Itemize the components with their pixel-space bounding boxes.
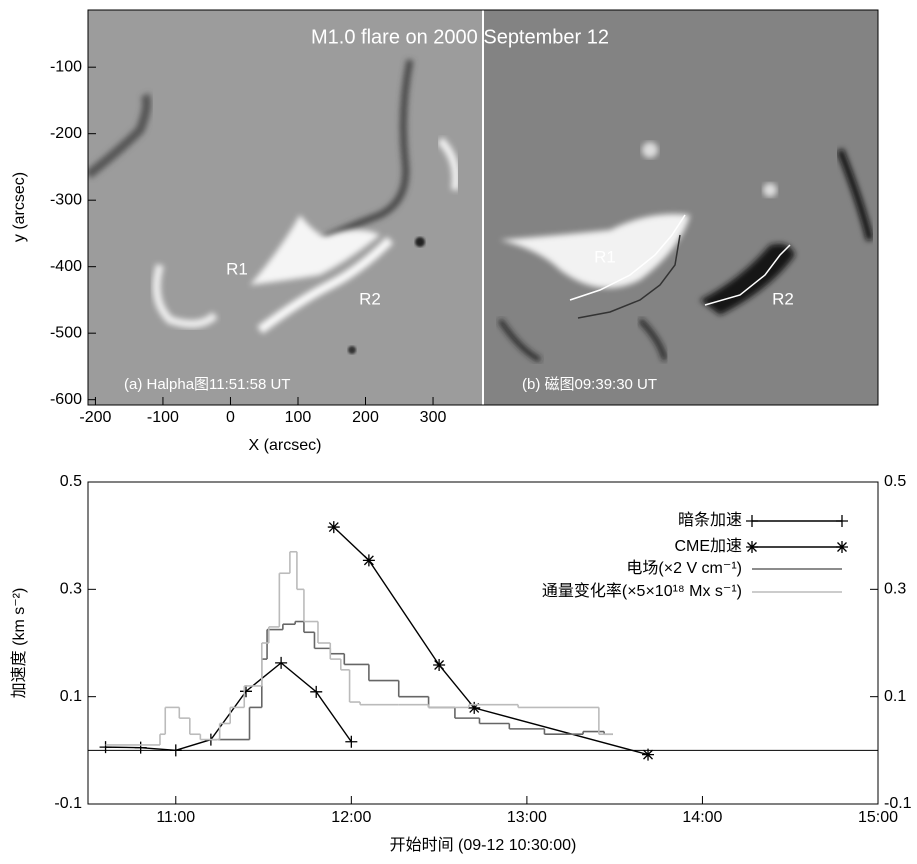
- x-tick-label: 12:00: [331, 809, 371, 826]
- panel-caption: (a) Halpha图11:51:58 UT: [124, 376, 290, 393]
- region-label: R1: [594, 247, 616, 266]
- y-tick-label: -300: [50, 191, 82, 208]
- plus-marker: [169, 744, 182, 757]
- y-tick-label: -600: [50, 391, 82, 408]
- y2-tick-label: 0.1: [884, 688, 906, 705]
- series-line: [105, 661, 352, 752]
- plot-frame: [87, 481, 879, 805]
- region-label: R1: [226, 259, 248, 278]
- x-tick-label: 100: [285, 409, 312, 426]
- y-tick-label: 0.3: [60, 581, 82, 598]
- image-frame: [87, 9, 879, 406]
- legend-label: 电场(×2 V cm⁻¹): [626, 559, 742, 577]
- x-tick-label: 300: [420, 409, 447, 426]
- plus-marker: [134, 741, 147, 754]
- legend-label: 通量变化率(×5×10¹⁸ Mx s⁻¹): [542, 582, 742, 600]
- y-tick-label: 0.1: [60, 688, 82, 705]
- y-axis-label: y (arcsec): [11, 172, 28, 242]
- legend-label: 暗条加速: [678, 511, 742, 529]
- plus-marker: [240, 685, 252, 698]
- plus-marker: [275, 656, 288, 669]
- plus-marker: [746, 515, 758, 527]
- asterisk-marker: [327, 521, 340, 534]
- series-line: [333, 526, 649, 756]
- asterisk-marker: [468, 701, 481, 714]
- plus-marker: [310, 685, 323, 698]
- plus-marker: [99, 741, 112, 754]
- x-tick-label: 11:00: [156, 809, 195, 826]
- x-tick-label: 200: [352, 409, 379, 426]
- asterisk-marker: [362, 554, 375, 567]
- x-tick-label: -200: [79, 409, 111, 426]
- y-tick-label: -400: [50, 258, 82, 275]
- asterisk-marker: [433, 659, 446, 672]
- plus-marker: [345, 735, 358, 748]
- y-tick-label: -500: [50, 324, 82, 341]
- asterisk-marker: [746, 541, 758, 553]
- asterisk-marker: [642, 748, 655, 761]
- x-axis-label: 开始时间 (09-12 10:30:00): [390, 836, 577, 854]
- y2-tick-label: 0.5: [884, 473, 906, 490]
- y2-tick-label: -0.1: [884, 795, 912, 812]
- magnetogram-image: [483, 10, 878, 405]
- x-axis-label: X (arcsec): [249, 437, 322, 454]
- panel-caption: (b) 磁图09:39:30 UT: [522, 376, 657, 393]
- y2-tick-label: 0.3: [884, 581, 906, 598]
- halpha-image: [88, 10, 483, 405]
- y-axis-label: 加速度 (km s⁻²): [10, 588, 28, 699]
- y-tick-label: 0.5: [60, 473, 82, 490]
- x-tick-label: 13:00: [507, 809, 547, 826]
- plot-area: [99, 521, 655, 761]
- image-title: M1.0 flare on 2000 September 12: [311, 26, 609, 48]
- y-tick-label: -100: [50, 58, 82, 75]
- region-label: R2: [359, 289, 381, 308]
- x-tick-label: 0: [226, 409, 235, 426]
- x-tick-label: -100: [147, 409, 179, 426]
- plus-marker: [836, 515, 848, 527]
- asterisk-marker: [836, 541, 848, 553]
- y-tick-label: -200: [50, 125, 82, 142]
- x-tick-label: 14:00: [682, 809, 722, 826]
- legend-label: CME加速: [674, 537, 742, 555]
- x-tick-label: 15:00: [858, 809, 898, 826]
- y-tick-label: -0.1: [54, 795, 82, 812]
- region-label: R2: [772, 289, 794, 308]
